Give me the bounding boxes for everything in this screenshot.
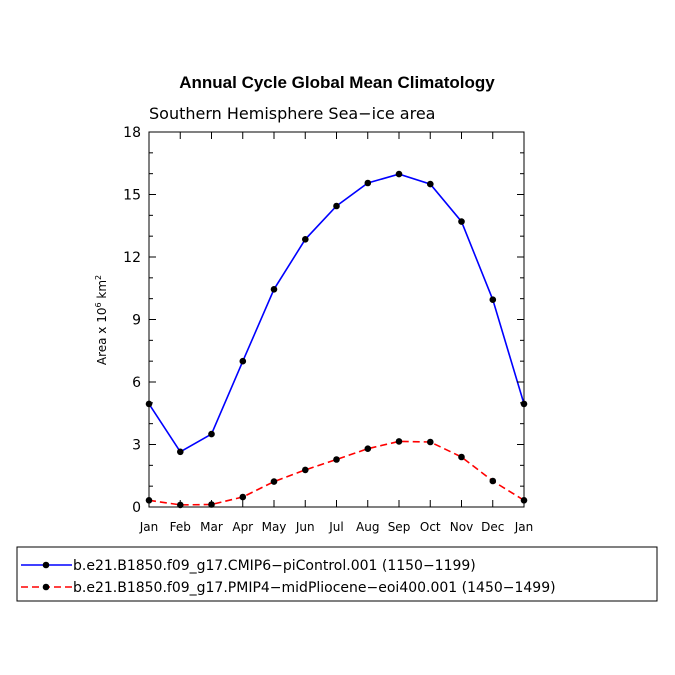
series-2-point (395, 438, 403, 445)
series-1-point (208, 430, 215, 438)
series-1-point (333, 202, 340, 210)
x-tick-label: Dec (481, 520, 504, 534)
x-tick-label: Oct (420, 520, 441, 534)
x-tick-label: Sep (388, 520, 411, 534)
y-tick-label: 6 (132, 375, 141, 391)
y-tick-label: 0 (132, 500, 141, 516)
series-2-point (458, 453, 465, 461)
x-tick-label: Aug (356, 520, 379, 534)
legend-label-1: b.e21.B1850.f09_g17.CMIP6−piControl.001 … (73, 558, 476, 574)
series-1-point (395, 170, 403, 178)
series-1-point (239, 357, 247, 365)
series-2-point (270, 478, 278, 485)
legend-items: b.e21.B1850.f09_g17.CMIP6−piControl.001 … (21, 558, 556, 596)
chart-subtitle: Southern Hemisphere Sea−ice area (149, 104, 435, 123)
x-tick-label: Mar (200, 520, 223, 534)
axis-layer: 0 3 6 9 12 15 18 Jan Feb Mar Apr May Jun Jul Aug Sep Oct… (123, 125, 533, 534)
y-axis-label-main: Area x 10 (95, 308, 109, 366)
legend-marker-1 (42, 561, 50, 569)
series-1-point (364, 179, 372, 187)
series-2-point (364, 445, 372, 453)
series-2-point (489, 477, 497, 485)
x-tick-label: Jun (295, 520, 315, 534)
y-tick-label: 12 (123, 250, 141, 266)
plot-layer (145, 170, 528, 509)
series-1-point (270, 286, 278, 293)
x-tick-label: Jan (139, 520, 159, 534)
legend-box (16, 546, 658, 602)
x-tick-label: Jan (514, 520, 534, 534)
y-tick-label: 15 (123, 188, 141, 204)
chart-title: Annual Cycle Global Mean Climatology (179, 73, 495, 92)
y-tick-label: 9 (132, 313, 141, 329)
series-2-point (427, 438, 434, 446)
legend: b.e21.B1850.f09_g17.CMIP6−piControl.001 … (16, 546, 658, 602)
y-axis-label: Area x 106 km2 (94, 275, 109, 365)
x-tick-label: May (262, 520, 287, 534)
y-tick-label: 18 (123, 125, 141, 141)
x-tick-label: Jul (328, 520, 343, 534)
legend-label-2: b.e21.B1850.f09_g17.PMIP4−midPliocene−eo… (73, 580, 556, 596)
plot-frame (148, 131, 525, 508)
series-2-point (239, 493, 247, 501)
series-1-point (489, 296, 497, 304)
series-1-line (148, 173, 525, 453)
x-tick-label: Apr (232, 520, 253, 534)
series-2-point (333, 456, 340, 463)
series-2-line (148, 440, 525, 506)
series-1-point (427, 180, 434, 188)
legend-marker-2 (42, 583, 50, 591)
series-2-point (302, 466, 309, 474)
series-1-point (302, 236, 309, 243)
y-axis-label-sup1: 6 (94, 302, 103, 307)
y-axis-label-sup2: 2 (94, 275, 103, 280)
y-axis-label-mid: km (95, 280, 109, 302)
series-1-point (177, 448, 184, 456)
series-1-point (458, 218, 465, 225)
x-tick-label: Feb (170, 520, 191, 534)
x-tick-label: Nov (450, 520, 473, 534)
y-tick-label: 3 (132, 438, 141, 454)
